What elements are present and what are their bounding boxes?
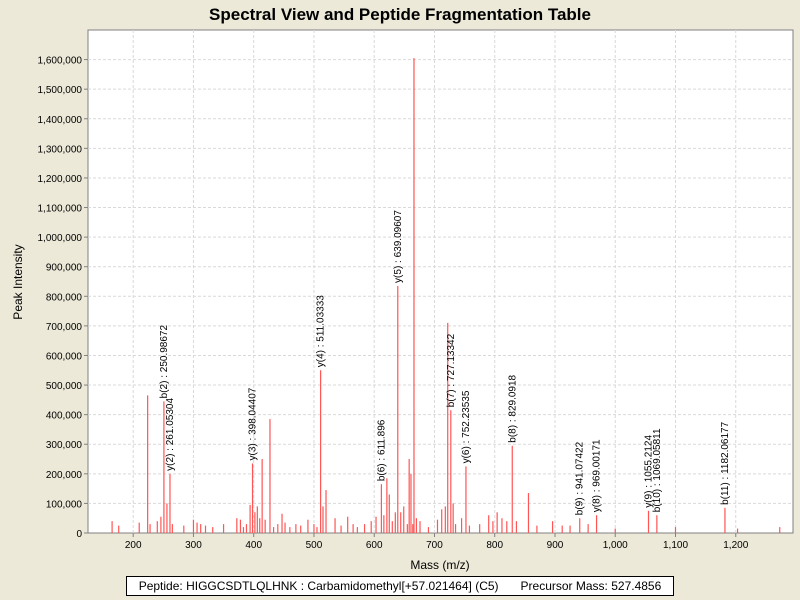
fragment-annotation: y(6) : 752.23535 [461, 390, 472, 463]
grid-lines [88, 30, 793, 533]
x-tick-label: 300 [185, 540, 202, 551]
y-tick-label: 700,000 [46, 322, 83, 333]
fragment-annotation: y(3) : 398.04407 [248, 387, 259, 460]
y-tick-label: 600,000 [46, 351, 83, 362]
x-tick-label: 1,200 [723, 540, 748, 551]
y-tick-label: 1,300,000 [38, 144, 83, 155]
y-tick-label: 1,000,000 [38, 233, 83, 244]
fragment-annotation: y(5) : 639.09607 [393, 210, 404, 283]
x-tick-label: 600 [366, 540, 383, 551]
y-tick-label: 1,400,000 [38, 115, 83, 126]
y-tick-label: 400,000 [46, 411, 83, 422]
x-tick-label: 800 [486, 540, 503, 551]
y-tick-label: 0 [76, 529, 82, 540]
peptide-legend: Peptide: HIGGCSDTLQLHNK : Carbamidomethy… [126, 576, 674, 596]
y-tick-label: 1,600,000 [38, 56, 83, 67]
fragment-annotation: b(9) : 941.07422 [575, 441, 586, 515]
fragment-annotation: b(8) : 829.0918 [507, 374, 518, 442]
precursor-mass-text: Precursor Mass: 527.4856 [520, 579, 662, 593]
fragment-annotation: y(8) : 969.00171 [592, 439, 603, 512]
y-axis: 0 100,000 200,000 300,000 400,000 500,000 600,… [38, 56, 88, 540]
y-tick-label: 1,500,000 [38, 85, 83, 96]
x-tick-label: 900 [547, 540, 564, 551]
fragment-annotation: b(7) : 727.13342 [446, 333, 457, 407]
x-tick-label: 1,000 [603, 540, 628, 551]
x-axis: 200 300 400 500 600 700 800 900 1,000 1,100 1,200 [125, 533, 749, 551]
x-tick-label: 1,100 [663, 540, 688, 551]
fragment-annotation: y(2) : 261.05304 [165, 398, 176, 471]
x-axis-label: Mass (m/z) [410, 558, 469, 572]
y-tick-label: 1,200,000 [38, 174, 83, 185]
y-tick-label: 100,000 [46, 499, 83, 510]
fragment-annotation: b(6) : 611.896 [376, 419, 387, 481]
y-tick-label: 900,000 [46, 263, 83, 274]
peptide-text: Peptide: HIGGCSDTLQLHNK : Carbamidomethy… [138, 579, 499, 593]
x-tick-label: 500 [306, 540, 323, 551]
fragment-annotation: y(4) : 511.03333 [316, 295, 327, 368]
fragment-annotation: y(9) : 1055.2124 [644, 435, 655, 508]
y-tick-label: 500,000 [46, 381, 83, 392]
fragment-annotation: b(11) : 1182.06177 [720, 421, 731, 504]
x-tick-label: 400 [245, 540, 262, 551]
y-tick-label: 300,000 [46, 440, 83, 451]
y-tick-label: 1,100,000 [38, 204, 83, 215]
x-tick-label: 700 [426, 540, 443, 551]
y-axis-label: Peak Intensity [11, 244, 25, 319]
fragment-annotation: b(10) : 1069.05811 [652, 428, 663, 512]
x-tick-label: 200 [125, 540, 142, 551]
peak-series [111, 58, 781, 533]
y-tick-label: 800,000 [46, 292, 83, 303]
y-tick-label: 200,000 [46, 470, 83, 481]
fragment-annotation: b(2) : 250.98672 [159, 325, 170, 399]
chart-title: Spectral View and Peptide Fragmentation … [209, 5, 591, 24]
